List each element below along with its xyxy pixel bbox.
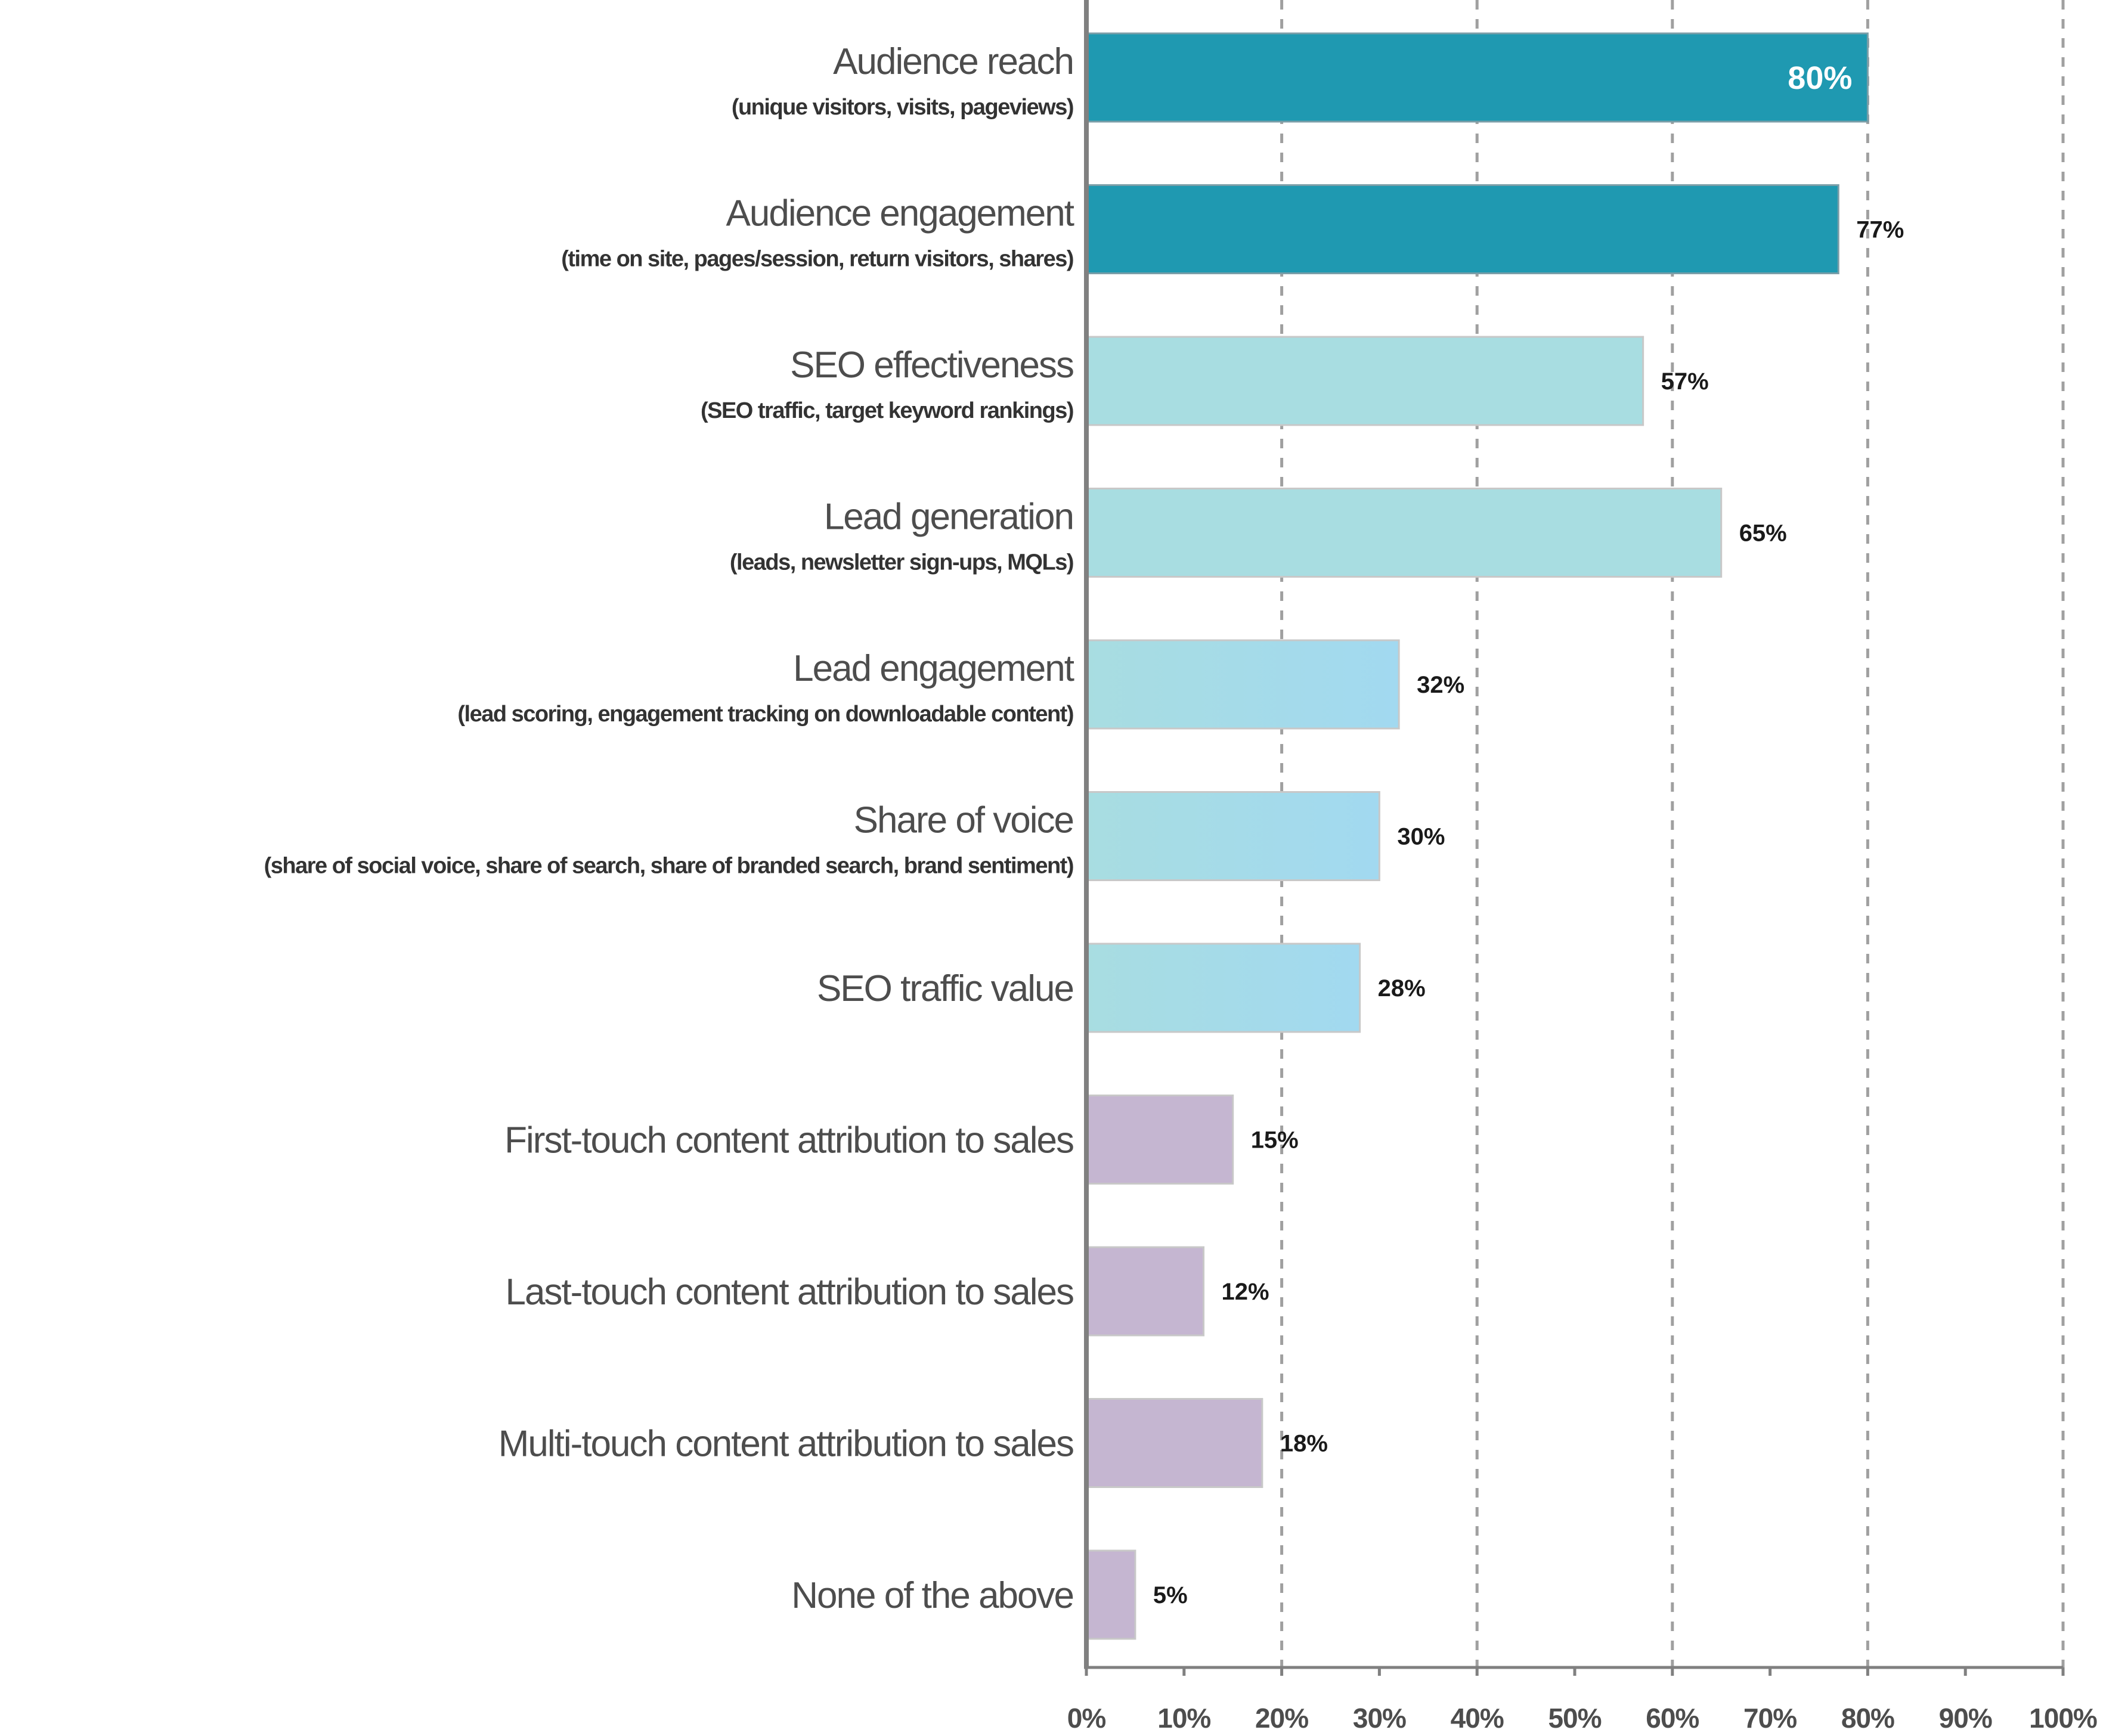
category-label: None of the above — [791, 1575, 1073, 1616]
x-tick-label: 10% — [1157, 1703, 1210, 1734]
category-sublabel: (unique visitors, visits, pageviews) — [732, 95, 1073, 120]
category-label: Audience reach — [833, 41, 1073, 82]
category-sublabel: (lead scoring, engagement tracking on do… — [457, 702, 1073, 727]
data-label: 57% — [1661, 368, 1709, 395]
category-label: Audience engagement — [726, 193, 1074, 234]
axes — [1084, 0, 2065, 1676]
x-tick-label: 100% — [2029, 1703, 2097, 1734]
tick-labels: 0% 10% 20% 30% 40% 50% 60% 70% 80% 90% 100% — [1067, 1703, 2098, 1734]
x-tick-label: 40% — [1451, 1703, 1504, 1734]
x-tick-label: 30% — [1353, 1703, 1406, 1734]
data-label: 80% — [1788, 60, 1852, 96]
data-label: 30% — [1397, 824, 1445, 850]
data-label: 5% — [1153, 1582, 1188, 1608]
bar — [1085, 336, 1644, 426]
category-label: Last-touch content attribution to sales — [505, 1272, 1073, 1313]
data-label: 77% — [1856, 217, 1904, 243]
bar — [1085, 184, 1839, 274]
category-label: Share of voice — [854, 800, 1073, 841]
bar — [1085, 1095, 1234, 1185]
data-label: 18% — [1280, 1431, 1328, 1457]
x-tick-label: 90% — [1939, 1703, 1992, 1734]
x-tick-label: 70% — [1743, 1703, 1797, 1734]
bars: 80% 77% 57% 65% 32% 30% 28% 15% 12% 18% 5% — [1085, 32, 1904, 1640]
bar — [1085, 32, 1869, 123]
category-label: SEO effectiveness — [790, 345, 1073, 386]
bar — [1085, 791, 1380, 881]
data-label: 15% — [1251, 1127, 1299, 1154]
data-label: 65% — [1739, 520, 1787, 547]
data-label: 12% — [1222, 1279, 1269, 1305]
category-label: First-touch content attribution to sales — [504, 1120, 1073, 1161]
bar — [1085, 639, 1400, 730]
category-sublabel: (share of social voice, share of search,… — [264, 854, 1073, 879]
data-label: 32% — [1417, 672, 1464, 698]
category-label: Lead generation — [824, 497, 1073, 538]
category-label: SEO traffic value — [817, 968, 1073, 1009]
bar — [1085, 488, 1723, 578]
category-label: Lead engagement — [793, 648, 1074, 689]
bar — [1085, 1549, 1136, 1640]
data-label: 28% — [1378, 975, 1426, 1002]
x-tick-label: 60% — [1646, 1703, 1699, 1734]
bar — [1085, 1246, 1205, 1337]
category-labels: Audience reach (unique visitors, visits, … — [264, 41, 1076, 1616]
category-sublabel: (SEO traffic, target keyword rankings) — [701, 398, 1073, 423]
category-sublabel: (leads, newsletter sign-ups, MQLs) — [730, 550, 1073, 575]
x-tick-label: 50% — [1548, 1703, 1601, 1734]
bar — [1085, 943, 1361, 1033]
category-label: Multi-touch content attribution to sales — [498, 1424, 1073, 1465]
bar — [1085, 1398, 1263, 1488]
category-sublabel: (time on site, pages/session, return vis… — [561, 247, 1073, 272]
x-tick-label: 80% — [1841, 1703, 1894, 1734]
x-tick-label: 20% — [1255, 1703, 1308, 1734]
x-tick-label: 0% — [1067, 1703, 1106, 1734]
